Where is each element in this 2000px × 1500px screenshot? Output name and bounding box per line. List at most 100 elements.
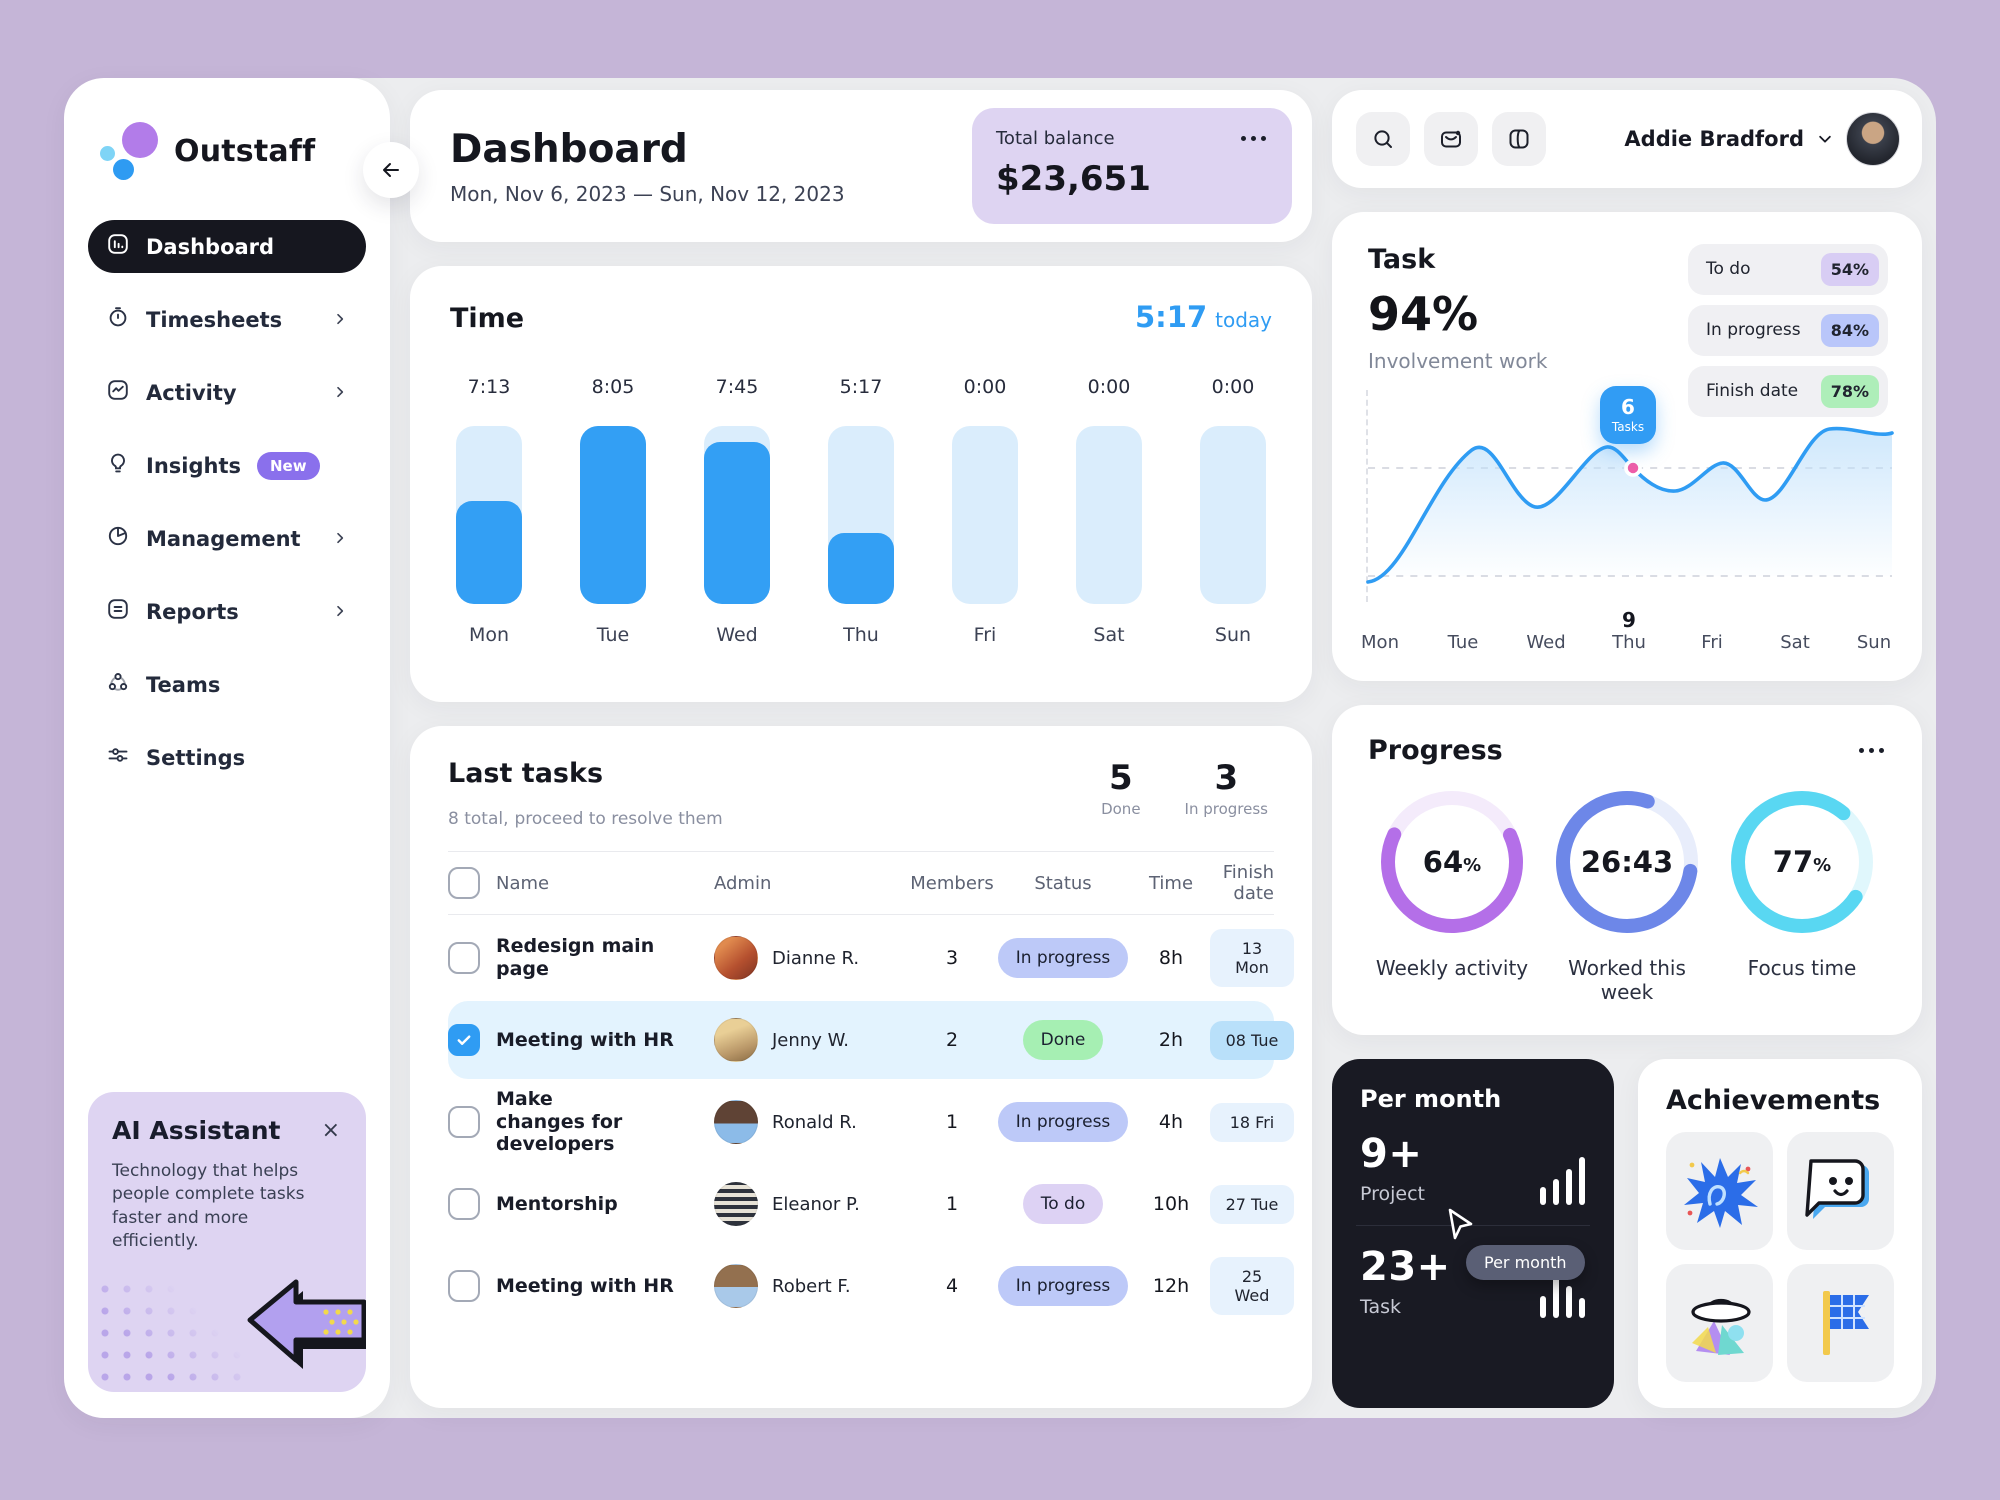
bar-track — [704, 426, 770, 604]
bar-track — [456, 426, 522, 604]
cursor-tooltip: Per month — [1466, 1245, 1585, 1280]
task-card-title: Task — [1368, 243, 1436, 275]
finish-date-stat: Finish date 78% — [1688, 365, 1888, 417]
bar-track — [828, 426, 894, 604]
inbox-button[interactable] — [1424, 111, 1478, 166]
user-name: Addie Bradford — [1624, 126, 1804, 151]
time-bar-chart: 7:13 Mon 8:05 Tue 7:45 Wed 5:17 — [450, 376, 1272, 646]
sidebar-menu: Dashboard Timesheets Activity Insights N… — [64, 220, 390, 784]
search-button[interactable] — [1356, 111, 1410, 166]
per-month-title: Per month — [1360, 1085, 1502, 1113]
select-all-checkbox[interactable] — [448, 867, 480, 899]
page-title: Dashboard — [450, 126, 688, 172]
flag-illustration[interactable] — [1787, 1264, 1894, 1382]
in-progress-counter: 3 In progress — [1184, 758, 1268, 818]
ring-weekly-activity: 64% Weekly activity — [1368, 784, 1536, 1004]
report-icon — [106, 597, 130, 626]
ring-worked-this-week: 26:43 Worked this week — [1543, 784, 1711, 1004]
smiley-bubble-illustration[interactable] — [1787, 1132, 1894, 1250]
task-subtitle: Involvement work — [1368, 348, 1548, 373]
halftone-dots-decoration — [94, 1278, 244, 1392]
project-stat: 9+ Project — [1360, 1131, 1586, 1205]
ai-assistant-card: AI Assistant × Technology that helps peo… — [88, 1092, 366, 1392]
sidebar-item-activity[interactable]: Activity — [88, 366, 366, 419]
sidebar-item-settings[interactable]: Settings — [88, 731, 366, 784]
mail-icon — [1441, 130, 1461, 148]
book-icon — [1509, 129, 1529, 149]
task-stat: 23+ Task — [1360, 1244, 1586, 1318]
tasks-total: 8 total, proceed to resolve them — [448, 809, 723, 829]
status-badge: In progress — [997, 1102, 1129, 1142]
outstaff-logo-icon — [100, 122, 158, 180]
search-icon — [1374, 130, 1392, 148]
achievements-card: Achievements — [1638, 1059, 1922, 1408]
bar-track — [580, 426, 646, 604]
row-checkbox[interactable] — [448, 942, 480, 974]
chevron-right-icon — [332, 600, 348, 624]
task-line-chart: 6 Tasks — [1366, 385, 1894, 602]
time-bar-fri: 0:00 Fri — [950, 376, 1020, 646]
sidebar-item-reports[interactable]: Reports — [88, 585, 366, 638]
sidebar-item-dashboard[interactable]: Dashboard — [88, 220, 366, 273]
sidebar-item-management[interactable]: Management — [88, 512, 366, 565]
row-checkbox[interactable] — [448, 1024, 480, 1056]
finish-date-badge: 18 Fri — [1210, 1102, 1294, 1142]
finish-date-badge: 27 Tue — [1210, 1184, 1294, 1224]
task-percent: 94% — [1368, 286, 1479, 341]
bar-track — [1076, 426, 1142, 604]
finish-date-badge: 08 Tue — [1210, 1020, 1294, 1060]
table-header: Name Admin Members Status Time Finish da… — [448, 851, 1274, 915]
logo-text: Outstaff — [174, 133, 316, 169]
chevron-down-icon — [1819, 135, 1831, 143]
table-row[interactable]: Meeting with HR Robert F. 4 In progress … — [448, 1247, 1294, 1325]
more-icon[interactable] — [1857, 744, 1886, 757]
chart-tooltip: 6 Tasks — [1600, 385, 1656, 444]
avatar — [714, 1100, 758, 1144]
time-card: Time 5:17 today 7:13 Mon 8:05 Tue 7:45 We — [410, 266, 1312, 702]
ufo-illustration[interactable] — [1666, 1264, 1773, 1382]
time-bar-sun: 0:00 Sun — [1198, 376, 1268, 646]
status-badge: Done — [1022, 1020, 1104, 1060]
status-badge: In progress — [997, 1266, 1129, 1306]
progress-card: Progress 64% Weekly activity — [1332, 705, 1922, 1035]
finish-date-badge: 25 Wed — [1210, 1257, 1294, 1315]
burst-illustration[interactable] — [1666, 1132, 1773, 1250]
row-checkbox[interactable] — [448, 1270, 480, 1302]
user-menu[interactable]: Addie Bradford — [1624, 111, 1900, 166]
dashboard-icon — [106, 232, 130, 261]
avatar — [714, 1018, 758, 1062]
teams-icon — [106, 670, 130, 699]
time-bar-wed: 7:45 Wed — [702, 376, 772, 646]
table-row[interactable]: Redesign main page Dianne R. 3 In progre… — [448, 919, 1294, 997]
table-row[interactable]: Make changes for developers Ronald R. 1 … — [448, 1083, 1294, 1161]
chevron-right-icon — [332, 308, 348, 332]
last-tasks-title: Last tasks — [448, 758, 604, 789]
close-icon[interactable]: × — [321, 1118, 340, 1143]
bars-varied-icon — [1540, 1274, 1585, 1318]
ai-assistant-description: Technology that helps people complete ta… — [112, 1161, 305, 1252]
avatar — [714, 936, 758, 980]
time-bar-sat: 0:00 Sat — [1074, 376, 1144, 646]
table-row[interactable]: Mentorship Eleanor P. 1 To do 10h 27 Tue — [448, 1165, 1294, 1243]
row-checkbox[interactable] — [448, 1106, 480, 1138]
more-icon[interactable] — [1239, 132, 1268, 145]
status-badge: To do — [1022, 1184, 1104, 1224]
highlight-date: 9 — [1622, 607, 1636, 632]
bar-fill — [456, 500, 522, 604]
topbar-card: Addie Bradford — [1332, 90, 1922, 188]
total-balance-box: Total balance $23,651 — [972, 108, 1292, 224]
sidebar-collapse-button[interactable] — [363, 142, 419, 198]
sidebar-item-timesheets[interactable]: Timesheets — [88, 293, 366, 346]
ring-focus-time: 77% Focus time — [1718, 784, 1886, 1004]
last-tasks-card: Last tasks 8 total, proceed to resolve th… — [410, 726, 1312, 1408]
table-row[interactable]: Meeting with HR Jenny W. 2 Done 2h 08 Tu… — [448, 1001, 1294, 1079]
new-badge: New — [256, 451, 320, 480]
sidebar-item-teams[interactable]: Teams — [88, 658, 366, 711]
avatar — [714, 1264, 758, 1308]
balance-value: $23,651 — [996, 159, 1151, 199]
row-checkbox[interactable] — [448, 1188, 480, 1220]
bars-ascending-icon — [1540, 1157, 1585, 1205]
timesheet-icon — [106, 305, 130, 334]
notes-button[interactable] — [1492, 111, 1546, 166]
sidebar-item-insights[interactable]: Insights New — [88, 439, 366, 492]
